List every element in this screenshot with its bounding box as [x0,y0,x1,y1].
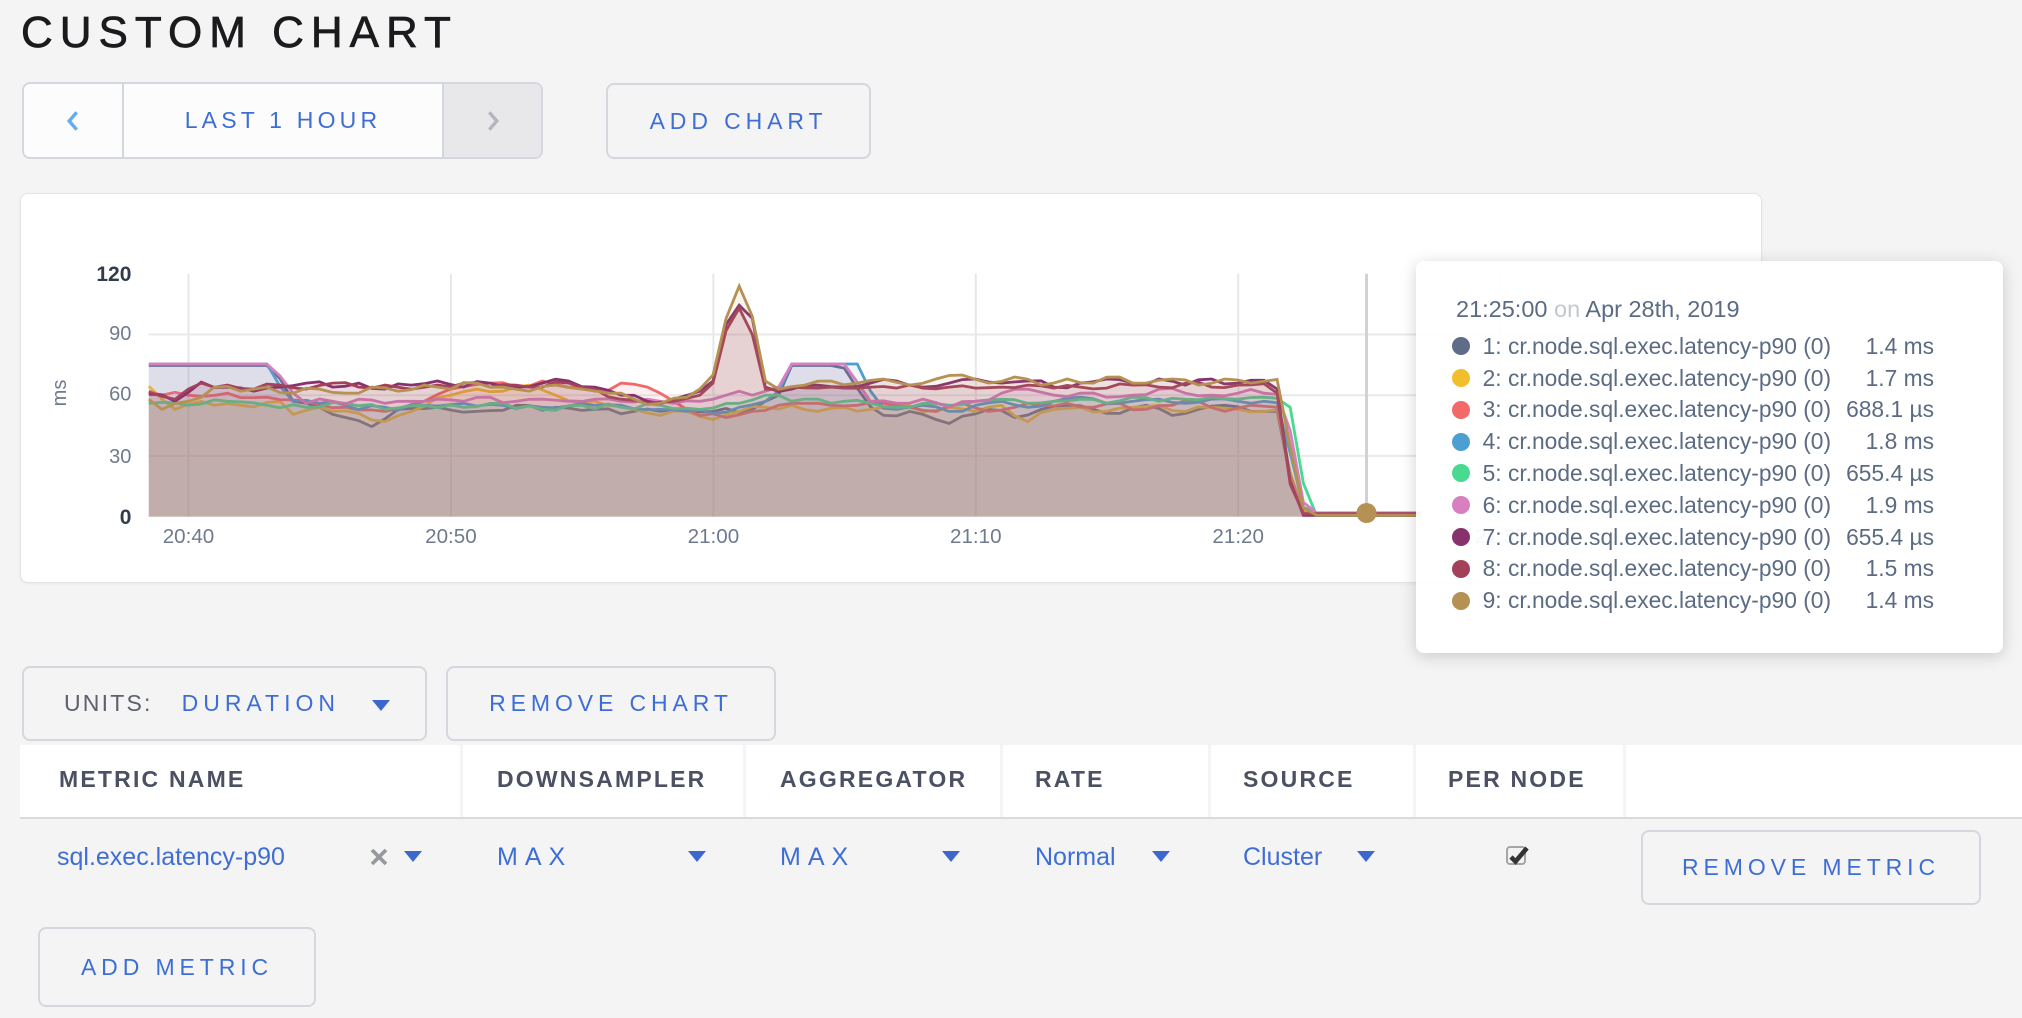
svg-text:21:00: 21:00 [688,525,740,548]
svg-text:60: 60 [109,384,131,406]
svg-text:120: 120 [96,263,131,286]
svg-text:90: 90 [109,323,131,345]
svg-text:20:40: 20:40 [163,525,215,548]
svg-text:0: 0 [120,506,132,529]
svg-text:21:10: 21:10 [950,525,1002,548]
svg-text:30: 30 [109,446,131,468]
svg-text:21:20: 21:20 [1212,525,1264,548]
svg-text:ms: ms [49,380,71,407]
svg-text:20:50: 20:50 [425,525,477,548]
